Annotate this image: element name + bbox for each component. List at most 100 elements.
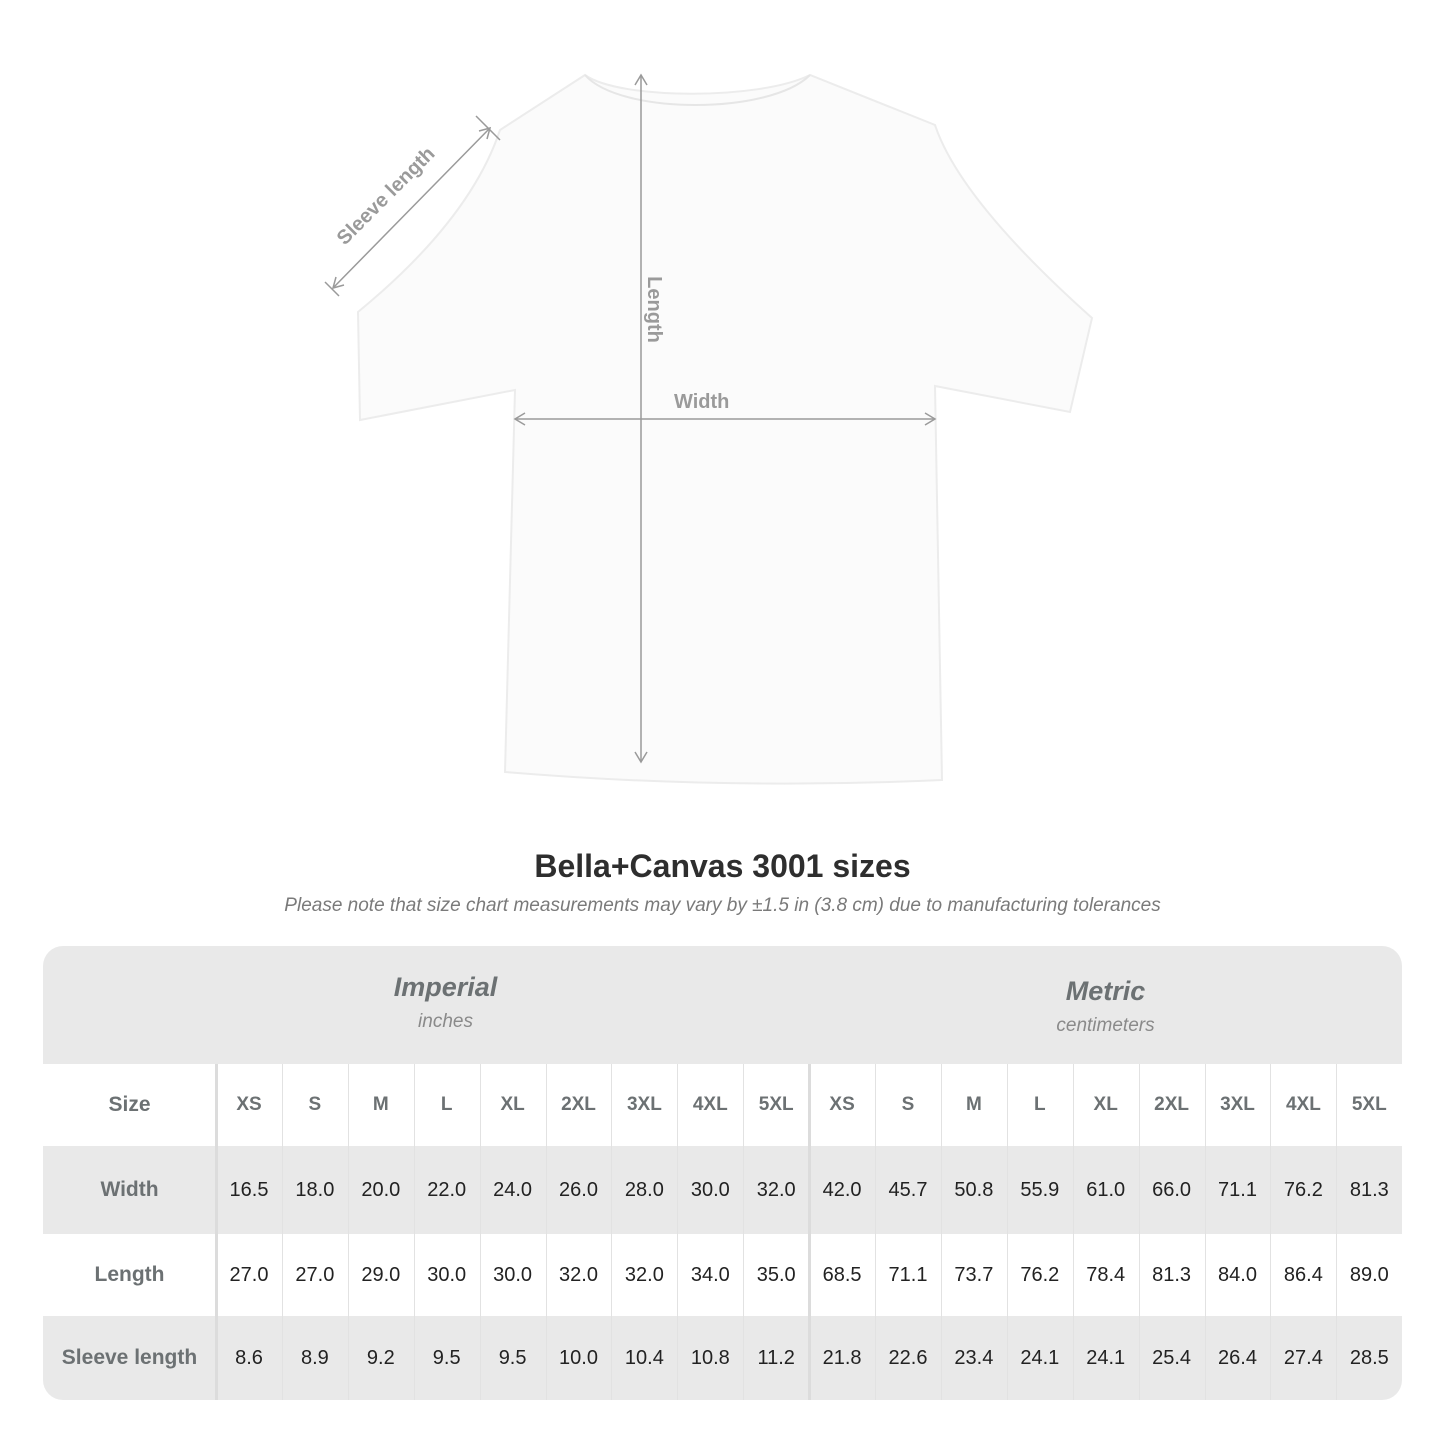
table-cell-metric: 81.3	[1152, 1263, 1192, 1286]
header-band	[43, 946, 1402, 1064]
table-cell-metric: 71.1	[1218, 1178, 1257, 1201]
table-cell-metric: 86.4	[1283, 1263, 1323, 1286]
size-header-metric: 3XL	[1220, 1094, 1255, 1115]
page-title: Bella+Canvas 3001 sizes	[534, 848, 911, 884]
tshirt-shape	[356, 73, 1094, 785]
table-cell-metric: 45.7	[888, 1178, 928, 1201]
table-cell-metric: 26.4	[1218, 1346, 1257, 1369]
column-divider	[215, 1064, 218, 1400]
table-cell-imperial: 32.0	[559, 1263, 598, 1286]
table-cell-imperial: 30.0	[690, 1178, 730, 1201]
column-divider	[1006, 1064, 1008, 1400]
table-cell-imperial: 27.0	[295, 1263, 335, 1286]
table-cell-imperial: 35.0	[756, 1263, 796, 1286]
size-header-imperial: 3XL	[626, 1094, 662, 1115]
table-cell-imperial: 22.0	[427, 1178, 467, 1201]
table-cell-imperial: 28.0	[624, 1178, 664, 1201]
size-header-imperial: S	[308, 1094, 322, 1115]
column-divider	[1138, 1064, 1140, 1400]
size-header-imperial: 2XL	[561, 1094, 596, 1115]
length-label: Length	[642, 276, 665, 343]
column-divider	[1336, 1064, 1338, 1400]
table-cell-imperial: 26.0	[559, 1178, 598, 1201]
column-divider	[413, 1064, 415, 1400]
measure-arrows	[324, 73, 937, 764]
size-header-metric: M	[965, 1094, 982, 1115]
imperial-unit: inches	[418, 1011, 473, 1032]
column-divider	[875, 1064, 876, 1400]
table-cell-metric: 76.2	[1283, 1178, 1323, 1201]
table-cell-metric: 27.4	[1283, 1346, 1323, 1369]
column-divider	[1072, 1064, 1074, 1400]
column-divider	[808, 1064, 812, 1400]
table-cell-metric: 22.6	[888, 1346, 928, 1369]
column-divider	[1270, 1064, 1272, 1400]
size-header-metric: 4XL	[1285, 1094, 1321, 1115]
table-cell-imperial: 9.5	[432, 1346, 461, 1369]
size-header-metric: XS	[829, 1094, 855, 1115]
imperial-title: Imperial	[393, 972, 498, 1002]
table-cell-metric: 78.4	[1086, 1263, 1126, 1286]
table-cell-imperial: 32.0	[624, 1263, 664, 1286]
table-cell-metric: 50.8	[954, 1178, 994, 1201]
tshirt-diagram	[324, 73, 1094, 785]
row-band-sleeve	[43, 1316, 1402, 1400]
column-divider	[940, 1064, 942, 1400]
table-cell-imperial: 16.5	[229, 1178, 269, 1201]
size-header-metric: XL	[1093, 1094, 1118, 1115]
column-divider	[611, 1064, 613, 1400]
table-cell-imperial: 30.0	[493, 1263, 533, 1286]
table-cell-imperial: 24.0	[493, 1178, 533, 1201]
size-header-imperial: L	[440, 1094, 453, 1115]
size-header-label: Size	[108, 1093, 151, 1116]
table-cell-metric: 68.5	[822, 1263, 862, 1286]
size-header-metric: L	[1033, 1094, 1046, 1115]
table-cell-metric: 84.0	[1218, 1263, 1257, 1286]
column-divider	[347, 1064, 349, 1400]
size-header-imperial: XS	[236, 1094, 262, 1115]
table-cell-metric: 73.7	[954, 1263, 994, 1286]
size-header-metric: S	[901, 1094, 915, 1115]
column-divider	[479, 1064, 481, 1400]
size-header-metric: 2XL	[1154, 1094, 1190, 1115]
table-cell-imperial: 8.9	[300, 1346, 329, 1369]
table-cell-imperial: 10.8	[690, 1346, 730, 1369]
row-band-width	[43, 1146, 1402, 1234]
table-cell-imperial: 9.5	[498, 1346, 527, 1369]
table-cell-metric: 24.1	[1020, 1346, 1060, 1369]
table-cell-imperial: 18.0	[295, 1178, 335, 1201]
size-table: Imperial inches Metric centimeters Size X…	[43, 946, 1402, 1400]
table-cell-metric: 66.0	[1152, 1178, 1192, 1201]
imperial-header: Imperial inches	[216, 946, 675, 1064]
table-cell-imperial: 10.0	[559, 1346, 598, 1369]
column-divider	[545, 1064, 547, 1400]
table-cell-metric: 89.0	[1349, 1263, 1389, 1286]
size-header-imperial: XL	[500, 1094, 525, 1115]
table-cell-imperial: 29.0	[361, 1263, 401, 1286]
column-divider	[677, 1064, 679, 1400]
table-cell-imperial: 11.2	[757, 1346, 795, 1369]
metric-title: Metric	[1065, 976, 1146, 1006]
column-divider	[281, 1064, 283, 1400]
row-label: Width	[100, 1178, 159, 1201]
width-label: Width	[674, 391, 730, 413]
tolerance-note: Please note that size chart measurements…	[284, 895, 1161, 916]
size-header-imperial: 4XL	[692, 1094, 728, 1115]
row-label: Length	[94, 1263, 165, 1286]
row-label: Sleeve length	[61, 1346, 198, 1369]
size-header-metric: 5XL	[1351, 1094, 1387, 1115]
table-cell-metric: 81.3	[1349, 1178, 1389, 1201]
column-divider	[743, 1064, 745, 1400]
metric-header: Metric centimeters	[809, 946, 1402, 1064]
size-header-imperial: 5XL	[758, 1094, 794, 1115]
table-cell-imperial: 8.6	[235, 1346, 263, 1369]
table-cell-metric: 21.8	[822, 1346, 862, 1369]
table-cell-imperial: 20.0	[361, 1178, 401, 1201]
table-cell-imperial: 9.2	[366, 1346, 395, 1369]
metric-unit: centimeters	[1056, 1015, 1155, 1036]
table-cell-metric: 25.4	[1152, 1346, 1192, 1369]
table-cell-imperial: 34.0	[690, 1263, 730, 1286]
table-cell-imperial: 10.4	[624, 1346, 664, 1369]
table-cell-imperial: 30.0	[427, 1263, 467, 1286]
table-cell-metric: 42.0	[822, 1178, 862, 1201]
